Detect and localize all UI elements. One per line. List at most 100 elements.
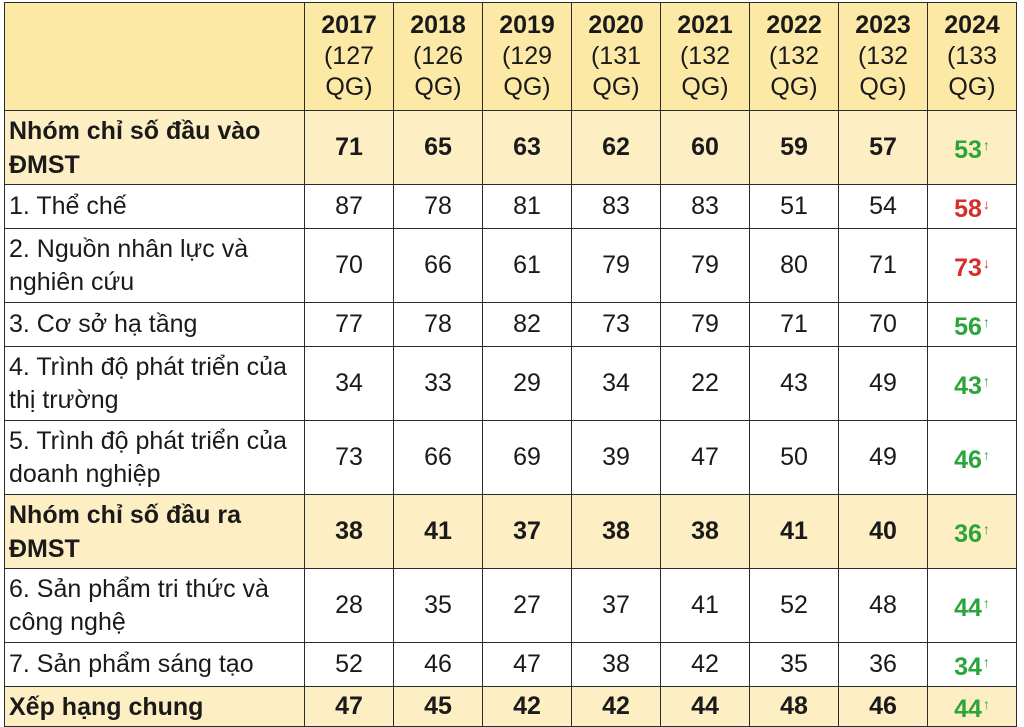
value-cell: 22 <box>660 346 750 421</box>
header-country-count: (132 QG) <box>857 42 909 101</box>
ranking-table-container: 2017 (127 QG) 2018 (126 QG) 2019 (129 QG) 2… <box>4 2 1017 727</box>
row-label: 3. Cơ sở hạ tầng <box>4 302 305 347</box>
table-row: 5. Trình độ phát triển của doanh nghiệp 7… <box>4 420 1017 495</box>
trend-up-arrow-icon: ↑ <box>982 313 990 330</box>
value-cell: 73 <box>571 302 661 347</box>
value-cell: 66 <box>393 420 483 495</box>
value-cell: 47 <box>660 420 750 495</box>
value-cell: 66 <box>393 228 483 303</box>
value-cell: 70 <box>304 228 394 303</box>
value-cell: 81 <box>482 184 572 229</box>
value-cell: 43 <box>749 346 839 421</box>
value-cell: 41 <box>660 568 750 643</box>
trend-up-arrow-icon: ↑ <box>982 446 990 463</box>
row-label: 6. Sản phẩm tri thức và công nghệ <box>4 568 305 643</box>
value-cell: 78 <box>393 302 483 347</box>
value-cell: 41 <box>393 494 483 569</box>
header-year: 2018 <box>410 11 466 39</box>
header-cell-2021: 2021 (132 QG) <box>660 2 750 111</box>
value-cell: 52 <box>304 642 394 687</box>
value-cell: 34 <box>571 346 661 421</box>
value-cell: 48 <box>838 568 928 643</box>
value-cell: 45 <box>393 686 483 727</box>
value-cell: 54 <box>838 184 928 229</box>
table-row: 4. Trình độ phát triển của thị trường 34 3… <box>4 346 1017 421</box>
trend-up-arrow-icon: ↑ <box>982 520 990 537</box>
header-cell-2018: 2018 (126 QG) <box>393 2 483 111</box>
value-number: 46 <box>954 445 982 474</box>
row-label: Nhóm chỉ số đầu ra ĐMST <box>4 494 305 569</box>
value-number: 58 <box>954 194 982 223</box>
value-cell: 44 <box>660 686 750 727</box>
value-cell-latest: 53↑ <box>927 110 1017 185</box>
header-cell-2023: 2023 (132 QG) <box>838 2 928 111</box>
value-cell: 34 <box>304 346 394 421</box>
row-label: 4. Trình độ phát triển của thị trường <box>4 346 305 421</box>
value-cell: 37 <box>571 568 661 643</box>
value-number: 56 <box>954 312 982 341</box>
header-country-count: (132 QG) <box>679 42 731 101</box>
value-cell: 49 <box>838 346 928 421</box>
value-cell-latest: 46↑ <box>927 420 1017 495</box>
header-year: 2021 <box>677 11 733 39</box>
trend-up-arrow-icon: ↑ <box>982 695 990 712</box>
value-number: 73 <box>954 253 982 282</box>
value-cell: 38 <box>660 494 750 569</box>
table-row: 6. Sản phẩm tri thức và công nghệ 28 35 27 3… <box>4 568 1017 643</box>
value-cell: 80 <box>749 228 839 303</box>
value-number: 44 <box>954 694 982 723</box>
value-cell: 38 <box>571 642 661 687</box>
innovation-ranking-table: 2017 (127 QG) 2018 (126 QG) 2019 (129 QG) 2… <box>4 2 1017 727</box>
header-country-count: (127 QG) <box>323 42 375 101</box>
header-year: 2022 <box>766 11 822 39</box>
value-cell: 60 <box>660 110 750 185</box>
trend-down-arrow-icon: ↓ <box>982 254 990 271</box>
value-cell: 77 <box>304 302 394 347</box>
header-cell-2020: 2020 (131 QG) <box>571 2 661 111</box>
value-cell: 41 <box>749 494 839 569</box>
group-row: Nhóm chỉ số đầu vào ĐMST 71 65 63 62 60 59 57 53… <box>4 110 1017 185</box>
value-cell: 46 <box>838 686 928 727</box>
table-row: 1. Thể chế 87 78 81 83 83 51 54 58↓ <box>4 184 1017 229</box>
trend-up-arrow-icon: ↑ <box>982 372 990 389</box>
row-label: 1. Thể chế <box>4 184 305 229</box>
value-cell: 47 <box>304 686 394 727</box>
header-country-count: (132 QG) <box>768 42 820 101</box>
value-cell: 65 <box>393 110 483 185</box>
header-country-count: (129 QG) <box>501 42 553 101</box>
value-cell: 62 <box>571 110 661 185</box>
value-cell: 38 <box>571 494 661 569</box>
value-cell: 48 <box>749 686 839 727</box>
header-country-count: (133 QG) <box>946 42 998 101</box>
header-year: 2017 <box>321 11 377 39</box>
value-number: 53 <box>954 135 982 164</box>
value-cell: 59 <box>749 110 839 185</box>
value-cell-latest: 73↓ <box>927 228 1017 303</box>
header-country-count: (131 QG) <box>590 42 642 101</box>
value-cell: 42 <box>660 642 750 687</box>
value-cell: 28 <box>304 568 394 643</box>
value-cell: 79 <box>660 302 750 347</box>
table-row: 3. Cơ sở hạ tầng 77 78 82 73 79 71 70 56↑ <box>4 302 1017 347</box>
row-label: Xếp hạng chung <box>4 686 305 727</box>
value-cell: 27 <box>482 568 572 643</box>
value-number: 36 <box>954 519 982 548</box>
value-cell: 29 <box>482 346 572 421</box>
header-cell-2024: 2024 (133 QG) <box>927 2 1017 111</box>
table-row: 7. Sản phẩm sáng tạo 52 46 47 38 42 35 36 34↑ <box>4 642 1017 687</box>
value-cell: 33 <box>393 346 483 421</box>
value-cell: 46 <box>393 642 483 687</box>
value-cell: 42 <box>571 686 661 727</box>
value-cell: 49 <box>838 420 928 495</box>
header-cell-2022: 2022 (132 QG) <box>749 2 839 111</box>
header-country-count: (126 QG) <box>412 42 464 101</box>
header-cell-2019: 2019 (129 QG) <box>482 2 572 111</box>
value-cell: 50 <box>749 420 839 495</box>
value-cell: 79 <box>571 228 661 303</box>
value-cell-latest: 58↓ <box>927 184 1017 229</box>
value-cell: 69 <box>482 420 572 495</box>
value-cell: 71 <box>749 302 839 347</box>
value-cell: 71 <box>838 228 928 303</box>
value-cell: 39 <box>571 420 661 495</box>
row-label: 2. Nguồn nhân lực và nghiên cứu <box>4 228 305 303</box>
